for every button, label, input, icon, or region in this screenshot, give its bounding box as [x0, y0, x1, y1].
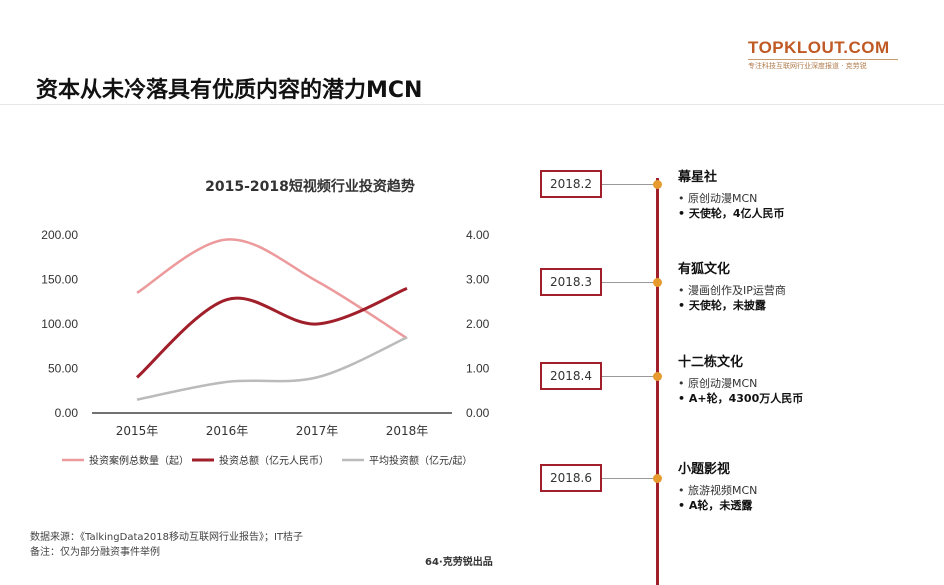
- y-axis-left-tick-label: 50.00: [48, 362, 78, 376]
- y-axis-left-tick-label: 200.00: [41, 228, 78, 242]
- event-funding: A+轮，4300万人民币: [688, 392, 804, 405]
- y-axis-right-tick-label: 0.00: [466, 406, 490, 420]
- event-funding: 天使轮，4亿人民币: [688, 207, 785, 220]
- timeline-date-box: 2018.6: [540, 464, 602, 492]
- event-company-name: 幕星社: [678, 170, 718, 185]
- timeline-dot: [653, 372, 662, 381]
- event-funding: 天使轮，未披露: [688, 299, 766, 312]
- y-axis-right-tick-label: 2.00: [466, 317, 490, 331]
- event-description: 旅游视频MCN: [688, 484, 758, 497]
- y-axis-left-tick-label: 100.00: [41, 317, 78, 331]
- event-bullet: • 原创动漫MCN: [678, 377, 758, 390]
- timeline-connector: [602, 282, 656, 283]
- legend-label-3: 平均投资额（亿元/起）: [369, 454, 472, 467]
- y-axis-right-tick-label: 1.00: [466, 362, 490, 376]
- timeline-dot: [653, 180, 662, 189]
- event-description: 漫画创作及IP运营商: [688, 284, 786, 297]
- timeline-connector: [602, 184, 656, 185]
- event-funding: A轮，未透露: [688, 499, 753, 512]
- y-axis-right-tick-label: 4.00: [466, 228, 490, 242]
- page-number: 64·克劳锐出品: [425, 557, 493, 568]
- event-company-name: 小题影视: [678, 462, 731, 477]
- title-divider: [0, 104, 944, 105]
- timeline-axis: [656, 178, 659, 585]
- timeline-connector: [602, 376, 656, 377]
- timeline-event: 有狐文化 • 漫画创作及IP运营商 • 天使轮，未披露: [678, 258, 786, 313]
- event-bullet: • A+轮，4300万人民币: [678, 392, 804, 405]
- investment-trend-chart: 0.00 50.00 100.00 150.00 200.00 0.00 1.00 2.00 3…: [41, 228, 490, 467]
- x-axis-tick-label: 2018年: [386, 424, 429, 438]
- legend-label-2: 投资总额（亿元人民币）: [219, 454, 329, 467]
- y-axis-right-tick-label: 3.00: [466, 273, 490, 287]
- event-description: 原创动漫MCN: [688, 192, 758, 205]
- event-bullet: • 天使轮，4亿人民币: [678, 207, 785, 220]
- remark-note: 备注：仅为部分融资事件举例: [30, 547, 160, 558]
- timeline-date-box: 2018.3: [540, 268, 602, 296]
- y-axis-left-tick-label: 150.00: [41, 273, 78, 287]
- timeline-connector: [602, 478, 656, 479]
- timeline-date-box: 2018.4: [540, 362, 602, 390]
- chart-title: 2015-2018短视频行业投资趋势: [205, 179, 415, 195]
- timeline-dot: [653, 278, 662, 287]
- page-title: 资本从未冷落具有优质内容的潜力MCN: [36, 78, 423, 103]
- timeline-event: 十二栋文化 • 原创动漫MCN • A+轮，4300万人民币: [678, 351, 803, 406]
- event-company-name: 有狐文化: [678, 262, 731, 277]
- series-line-3: [136, 336, 408, 401]
- topklout-logo: TOPKLOUT.COM 专注科技互联网行业深度报道 · 克劳锐: [748, 38, 898, 71]
- legend-label-1: 投资案例总数量（起）: [89, 454, 189, 467]
- event-bullet: • A轮，未透露: [678, 499, 753, 512]
- event-bullet: • 原创动漫MCN: [678, 192, 758, 205]
- event-bullet: • 天使轮，未披露: [678, 299, 766, 312]
- event-description: 原创动漫MCN: [688, 377, 758, 390]
- x-axis-tick-label: 2015年: [116, 424, 159, 438]
- timeline-event: 幕星社 • 原创动漫MCN • 天使轮，4亿人民币: [678, 166, 785, 221]
- logo-text: TOPKLOUT.COM: [748, 38, 890, 57]
- series-line-2: [136, 287, 408, 379]
- y-axis-left-tick-label: 0.00: [55, 406, 79, 420]
- event-company-name: 十二栋文化: [678, 355, 744, 370]
- data-source-note: 数据来源：《TalkingData2018移动互联网行业报告》；IT桔子: [30, 532, 303, 543]
- timeline-date-box: 2018.2: [540, 170, 602, 198]
- timeline-dot: [653, 474, 662, 483]
- x-axis-tick-label: 2017年: [296, 424, 339, 438]
- x-axis-tick-label: 2016年: [206, 424, 249, 438]
- logo-tagline: 专注科技互联网行业深度报道 · 克劳锐: [748, 59, 898, 71]
- event-bullet: • 旅游视频MCN: [678, 484, 758, 497]
- series-line-1: [136, 238, 408, 340]
- event-bullet: • 漫画创作及IP运营商: [678, 284, 786, 297]
- timeline-event: 小题影视 • 旅游视频MCN • A轮，未透露: [678, 458, 757, 513]
